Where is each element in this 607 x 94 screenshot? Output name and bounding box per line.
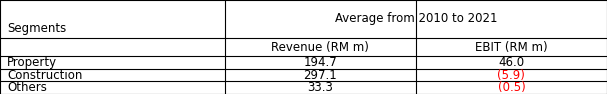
Text: Average from 2010 to 2021: Average from 2010 to 2021: [334, 12, 497, 25]
Text: Others: Others: [7, 81, 47, 94]
Text: 194.7: 194.7: [304, 56, 337, 69]
Text: Property: Property: [7, 56, 58, 69]
Text: Segments: Segments: [7, 22, 67, 35]
Text: (0.5): (0.5): [498, 81, 525, 94]
Text: 297.1: 297.1: [304, 69, 337, 82]
Text: 33.3: 33.3: [307, 81, 333, 94]
Text: (5.9): (5.9): [498, 69, 525, 82]
Text: 46.0: 46.0: [498, 56, 524, 69]
Text: Revenue (RM m): Revenue (RM m): [271, 41, 369, 54]
Text: EBIT (RM m): EBIT (RM m): [475, 41, 548, 54]
Text: Construction: Construction: [7, 69, 83, 82]
